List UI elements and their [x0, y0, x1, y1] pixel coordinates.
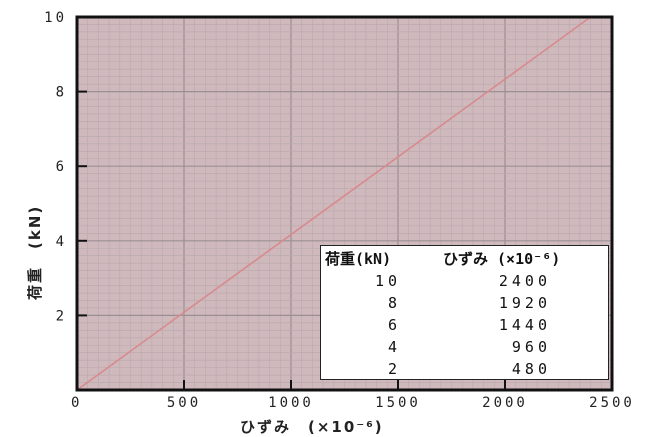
y-ticks: 2 4 6 8 10 [44, 10, 87, 324]
x-tick-label: 0 [71, 395, 82, 411]
x-ticks: 0 500 1000 1500 2000 2500 [71, 380, 635, 411]
table-row: 6 1440 [321, 316, 608, 338]
data-table: 荷重(kN) ひずみ (×10⁻⁶) 10 2400 8 1920 6 1440… [320, 245, 609, 380]
y-tick-label: 6 [56, 159, 67, 175]
x-axis-title: ひずみ (×10⁻⁶) [240, 418, 384, 436]
table-cell-strain: 1920 [498, 294, 551, 312]
y-tick-label: 10 [44, 10, 67, 26]
table-header-strain: ひずみ (×10⁻⁶) [443, 250, 561, 268]
table-header: 荷重(kN) ひずみ (×10⁻⁶) [321, 248, 608, 268]
table-cell-load: 10 [374, 272, 401, 290]
y-tick-label: 8 [56, 85, 67, 101]
x-tick-label: 2500 [589, 395, 635, 411]
y-tick-label: 4 [56, 234, 67, 250]
table-row: 10 2400 [321, 272, 608, 294]
y-axis-title: 荷重 (kN) [26, 205, 44, 300]
table-row: 4 960 [321, 338, 608, 360]
table-header-load: 荷重(kN) [325, 250, 392, 268]
y-tick-label: 2 [56, 308, 67, 324]
table-row: 8 1920 [321, 294, 608, 316]
table-cell-strain: 2400 [498, 272, 551, 290]
table-cell-load: 6 [387, 316, 401, 334]
table-cell-load: 4 [387, 338, 401, 356]
series-line [76, 16, 592, 391]
x-tick-label: 2000 [482, 395, 528, 411]
table-cell-strain: 1440 [498, 316, 551, 334]
table-cell-strain: 960 [511, 338, 551, 356]
table-cell-load: 8 [387, 294, 401, 312]
x-tick-label: 1500 [375, 395, 421, 411]
series-layer [76, 16, 592, 391]
plot-frame [75, 15, 614, 392]
table-row: 2 480 [321, 360, 608, 382]
x-tick-label: 500 [167, 395, 201, 411]
table-cell-strain: 480 [511, 360, 551, 378]
x-tick-label: 1000 [268, 395, 314, 411]
table-cell-load: 2 [387, 360, 401, 378]
